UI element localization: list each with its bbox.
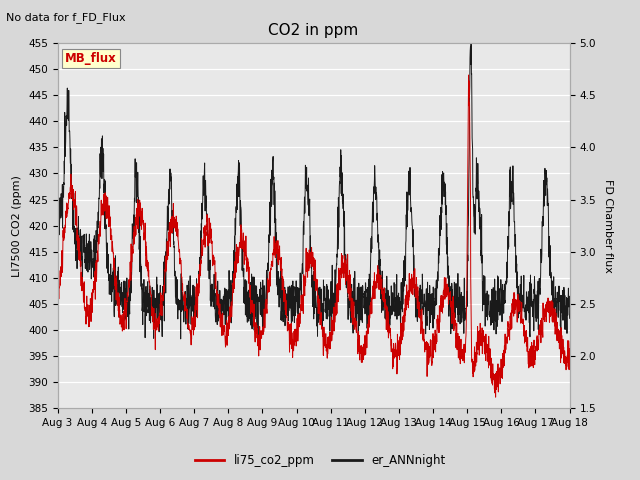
Y-axis label: LI7500 CO2 (ppm): LI7500 CO2 (ppm): [12, 175, 22, 276]
Text: No data for f_FD_Flux: No data for f_FD_Flux: [6, 12, 126, 23]
Legend: li75_co2_ppm, er_ANNnight: li75_co2_ppm, er_ANNnight: [190, 449, 450, 472]
Title: CO2 in ppm: CO2 in ppm: [268, 23, 359, 38]
Y-axis label: FD Chamber flux: FD Chamber flux: [603, 179, 612, 273]
Text: MB_flux: MB_flux: [65, 52, 117, 65]
